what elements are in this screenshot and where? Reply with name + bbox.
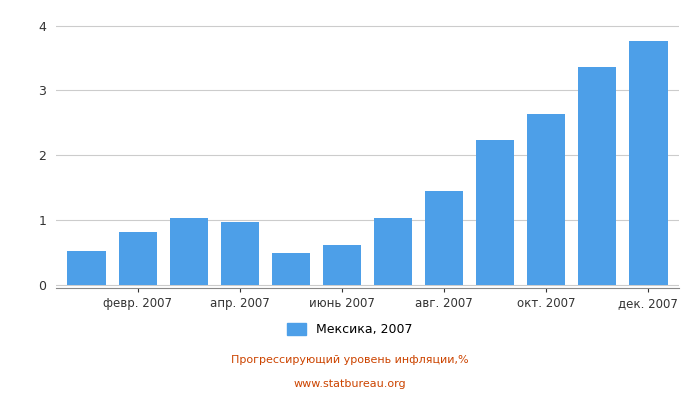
Bar bbox=[527, 114, 566, 285]
Bar bbox=[323, 245, 361, 285]
Legend: Мексика, 2007: Мексика, 2007 bbox=[282, 318, 418, 341]
Bar bbox=[169, 218, 208, 285]
Bar bbox=[578, 67, 617, 285]
Text: www.statbureau.org: www.statbureau.org bbox=[294, 379, 406, 389]
Text: Прогрессирующий уровень инфляции,%: Прогрессирующий уровень инфляции,% bbox=[231, 355, 469, 365]
Bar bbox=[67, 251, 106, 285]
Bar bbox=[476, 140, 514, 285]
Bar bbox=[118, 232, 157, 285]
Bar bbox=[272, 253, 310, 285]
Bar bbox=[374, 218, 412, 285]
Bar bbox=[220, 222, 259, 285]
Bar bbox=[629, 41, 668, 285]
Bar bbox=[425, 191, 463, 285]
